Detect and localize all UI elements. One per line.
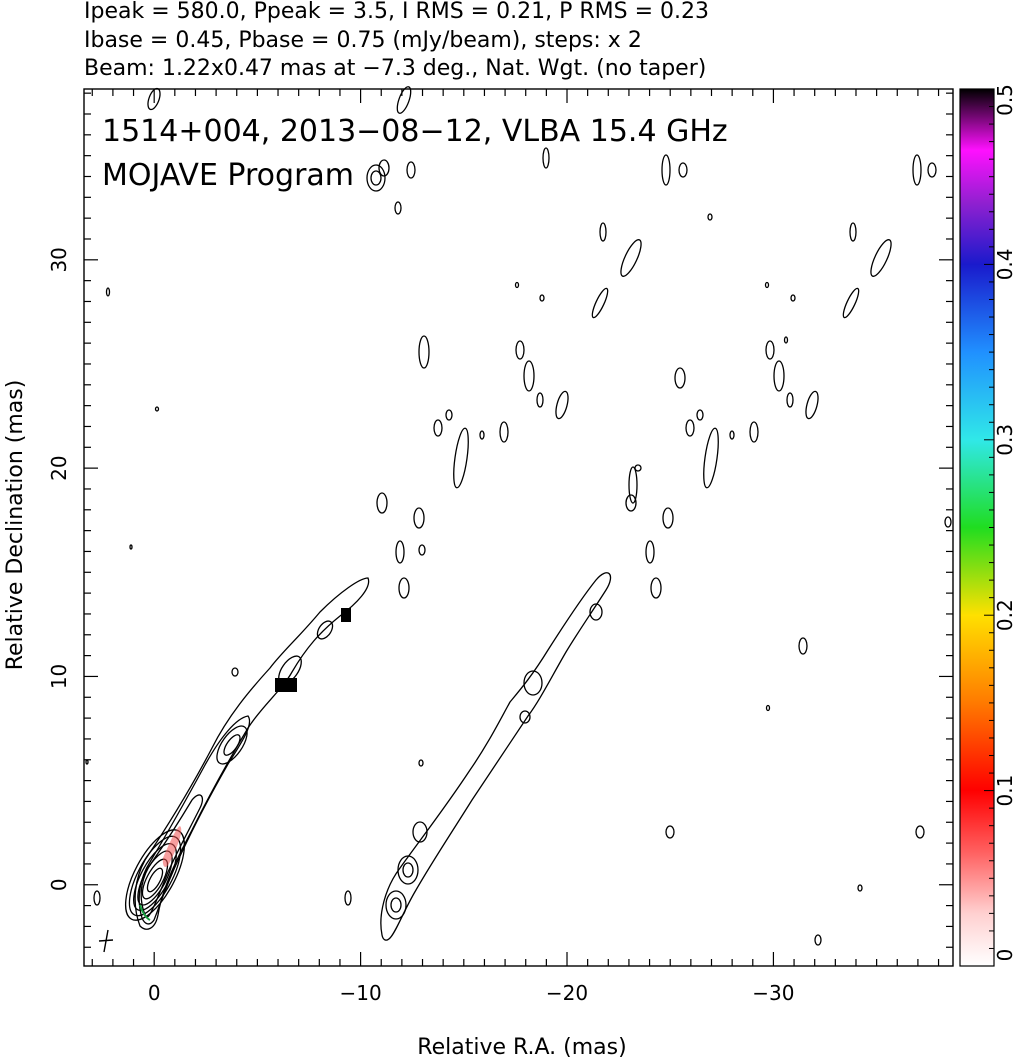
core-polarization-fill (162, 826, 182, 867)
core-contour-6 (146, 867, 164, 893)
colorbar-tick-label: 0.1 (993, 775, 1017, 807)
knot-contour-c (316, 620, 334, 640)
noise-islands (85, 86, 952, 946)
y-axis: 0 10 20 30 (47, 92, 953, 948)
y-tick-label: 0 (47, 878, 71, 891)
y-tick-label: 20 (47, 455, 71, 480)
header-line-1: Ipeak = 580.0, Ppeak = 3.5, I RMS = 0.21… (84, 0, 709, 24)
colorbar-tick-label: 0.5 (993, 84, 1017, 116)
pol-knot-4 (523, 670, 543, 696)
colorbar-tick-label: 0.2 (993, 599, 1017, 631)
x-axis-label: Relative R.A. (mas) (417, 1035, 626, 1060)
colorbar (959, 88, 995, 967)
y-tick-label: 30 (47, 247, 71, 272)
x-tick-label: −10 (339, 981, 381, 1005)
knot-contour-a-inner (223, 734, 241, 756)
pol-knot-1 (397, 855, 419, 885)
x-tick-label: −20 (546, 981, 588, 1005)
pol-knot-1-inner (402, 862, 414, 878)
x-tick-label: 0 (148, 981, 161, 1005)
x-tick-label: −30 (752, 981, 794, 1005)
pol-knot-2-inner (390, 897, 402, 913)
pol-knot-2 (385, 890, 407, 920)
y-tick-label: 10 (47, 664, 71, 689)
x-axis: 0 −10 −20 −30 (91, 89, 940, 1005)
jet-polarization-blob-1 (275, 678, 297, 692)
pol-jet-contour-outer (380, 572, 612, 941)
beam-marker (98, 929, 114, 953)
colorbar-tick-label: 0.3 (993, 424, 1017, 456)
pol-knot-5 (519, 710, 531, 724)
map-title-line-1: 1514+004, 2013−08−12, VLBA 15.4 GHz (102, 114, 728, 149)
plot-frame (83, 88, 954, 967)
pol-knot-3 (412, 821, 428, 843)
header-line-3: Beam: 1.22x0.47 mas at −7.3 deg., Nat. W… (84, 56, 706, 81)
y-axis-label: Relative Declination (mas) (3, 380, 28, 671)
header-line-2: Ibase = 0.45, Pbase = 0.75 (mJy/beam), s… (84, 28, 642, 53)
colorbar-tick-label: 0.4 (993, 248, 1017, 280)
colorbar-tick-label: 0 (993, 949, 1017, 962)
pol-knot-6 (589, 603, 603, 621)
knot-contour-a (216, 725, 248, 765)
map-title-line-2: MOJAVE Program (102, 158, 354, 193)
core-polarization-edge (139, 904, 151, 921)
contour-map (85, 86, 952, 953)
colorbar-axis: 0 0.1 0.2 0.3 0.4 0.5 (984, 84, 1017, 967)
jet-polarization-blob-2 (341, 608, 351, 622)
